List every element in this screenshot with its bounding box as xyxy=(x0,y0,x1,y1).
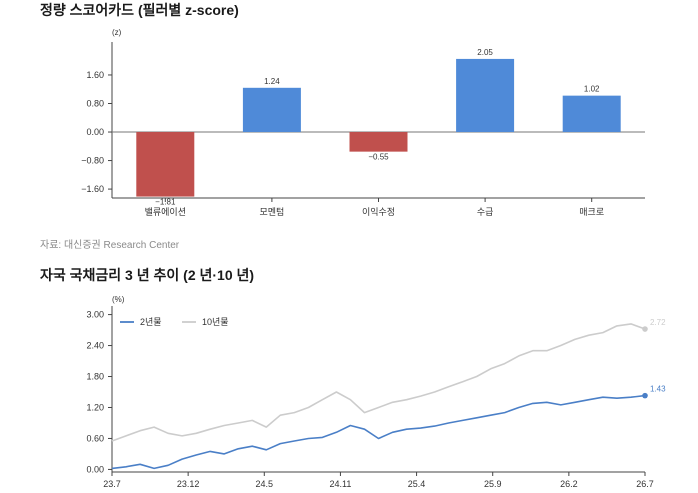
bar-value-label: −0.55 xyxy=(368,153,389,162)
line-x-tick-label: 24.5 xyxy=(256,479,274,489)
series-end-label-2y: 1.43 xyxy=(650,385,666,394)
chart1-title: 정량 스코어카드 (필러별 z-score) xyxy=(40,2,239,18)
bar-category-label: 밸류에이션 xyxy=(145,207,186,217)
chart2-title: 자국 국채금리 3 년 추이 (2 년·10 년) xyxy=(40,267,255,283)
bar-category-label: 매크로 xyxy=(579,207,604,217)
line-x-tick-label: 24.11 xyxy=(329,479,351,489)
series-line-10y xyxy=(111,323,646,442)
line-y-tick-label: 2.40 xyxy=(86,341,104,351)
bar-category-label: 이익수정 xyxy=(362,206,395,217)
series-end-point-2y xyxy=(642,392,648,399)
line-y-tick-label: 0.00 xyxy=(86,464,104,474)
bar-3 xyxy=(349,132,408,152)
bar-y-tick-label: 0.00 xyxy=(86,127,104,137)
line-x-tick-label: 26.2 xyxy=(560,479,578,489)
legend-label-2y: 2년물 xyxy=(140,317,162,327)
source-note: 자료: 대신증권 Research Center xyxy=(40,240,180,251)
line-x-tick-label: 23.12 xyxy=(177,479,200,489)
line-unit-label: (%) xyxy=(112,295,125,304)
bar-value-label: −1.81 xyxy=(155,198,176,207)
line-x-tick-label: 23.7 xyxy=(103,479,121,489)
bar-2 xyxy=(242,87,301,133)
bar-category-label: 모멘텀 xyxy=(259,206,284,217)
legend-label-10y: 10년물 xyxy=(202,317,229,327)
line-x-tick-label: 26.7 xyxy=(636,479,654,489)
series-end-point-10y xyxy=(642,326,648,332)
bar-unit-label: (z) xyxy=(112,28,122,37)
bar-value-label: 1.02 xyxy=(584,85,600,94)
bar-y-tick-label: 1.60 xyxy=(86,70,104,80)
bar-1 xyxy=(136,132,195,197)
bar-value-label: 1.24 xyxy=(264,77,280,86)
bar-y-tick-label: −0.80 xyxy=(81,156,104,166)
bar-4 xyxy=(456,58,515,133)
bar-5 xyxy=(562,95,621,133)
line-y-tick-label: 3.00 xyxy=(86,310,104,320)
bar-category-label: 수급 xyxy=(477,207,494,217)
series-end-label-10y: 2.72 xyxy=(650,318,666,327)
line-y-tick-label: 1.20 xyxy=(86,402,104,412)
bar-y-tick-label: 0.80 xyxy=(86,98,104,108)
line-x-tick-label: 25.9 xyxy=(484,479,502,489)
bar-value-label: 2.05 xyxy=(477,48,493,57)
line-x-tick-label: 25.4 xyxy=(408,479,426,489)
line-y-tick-label: 1.80 xyxy=(86,372,104,382)
bar-y-tick-label: −1.60 xyxy=(81,184,104,194)
line-y-tick-label: 0.60 xyxy=(86,433,104,443)
series-line-2y xyxy=(111,394,646,470)
